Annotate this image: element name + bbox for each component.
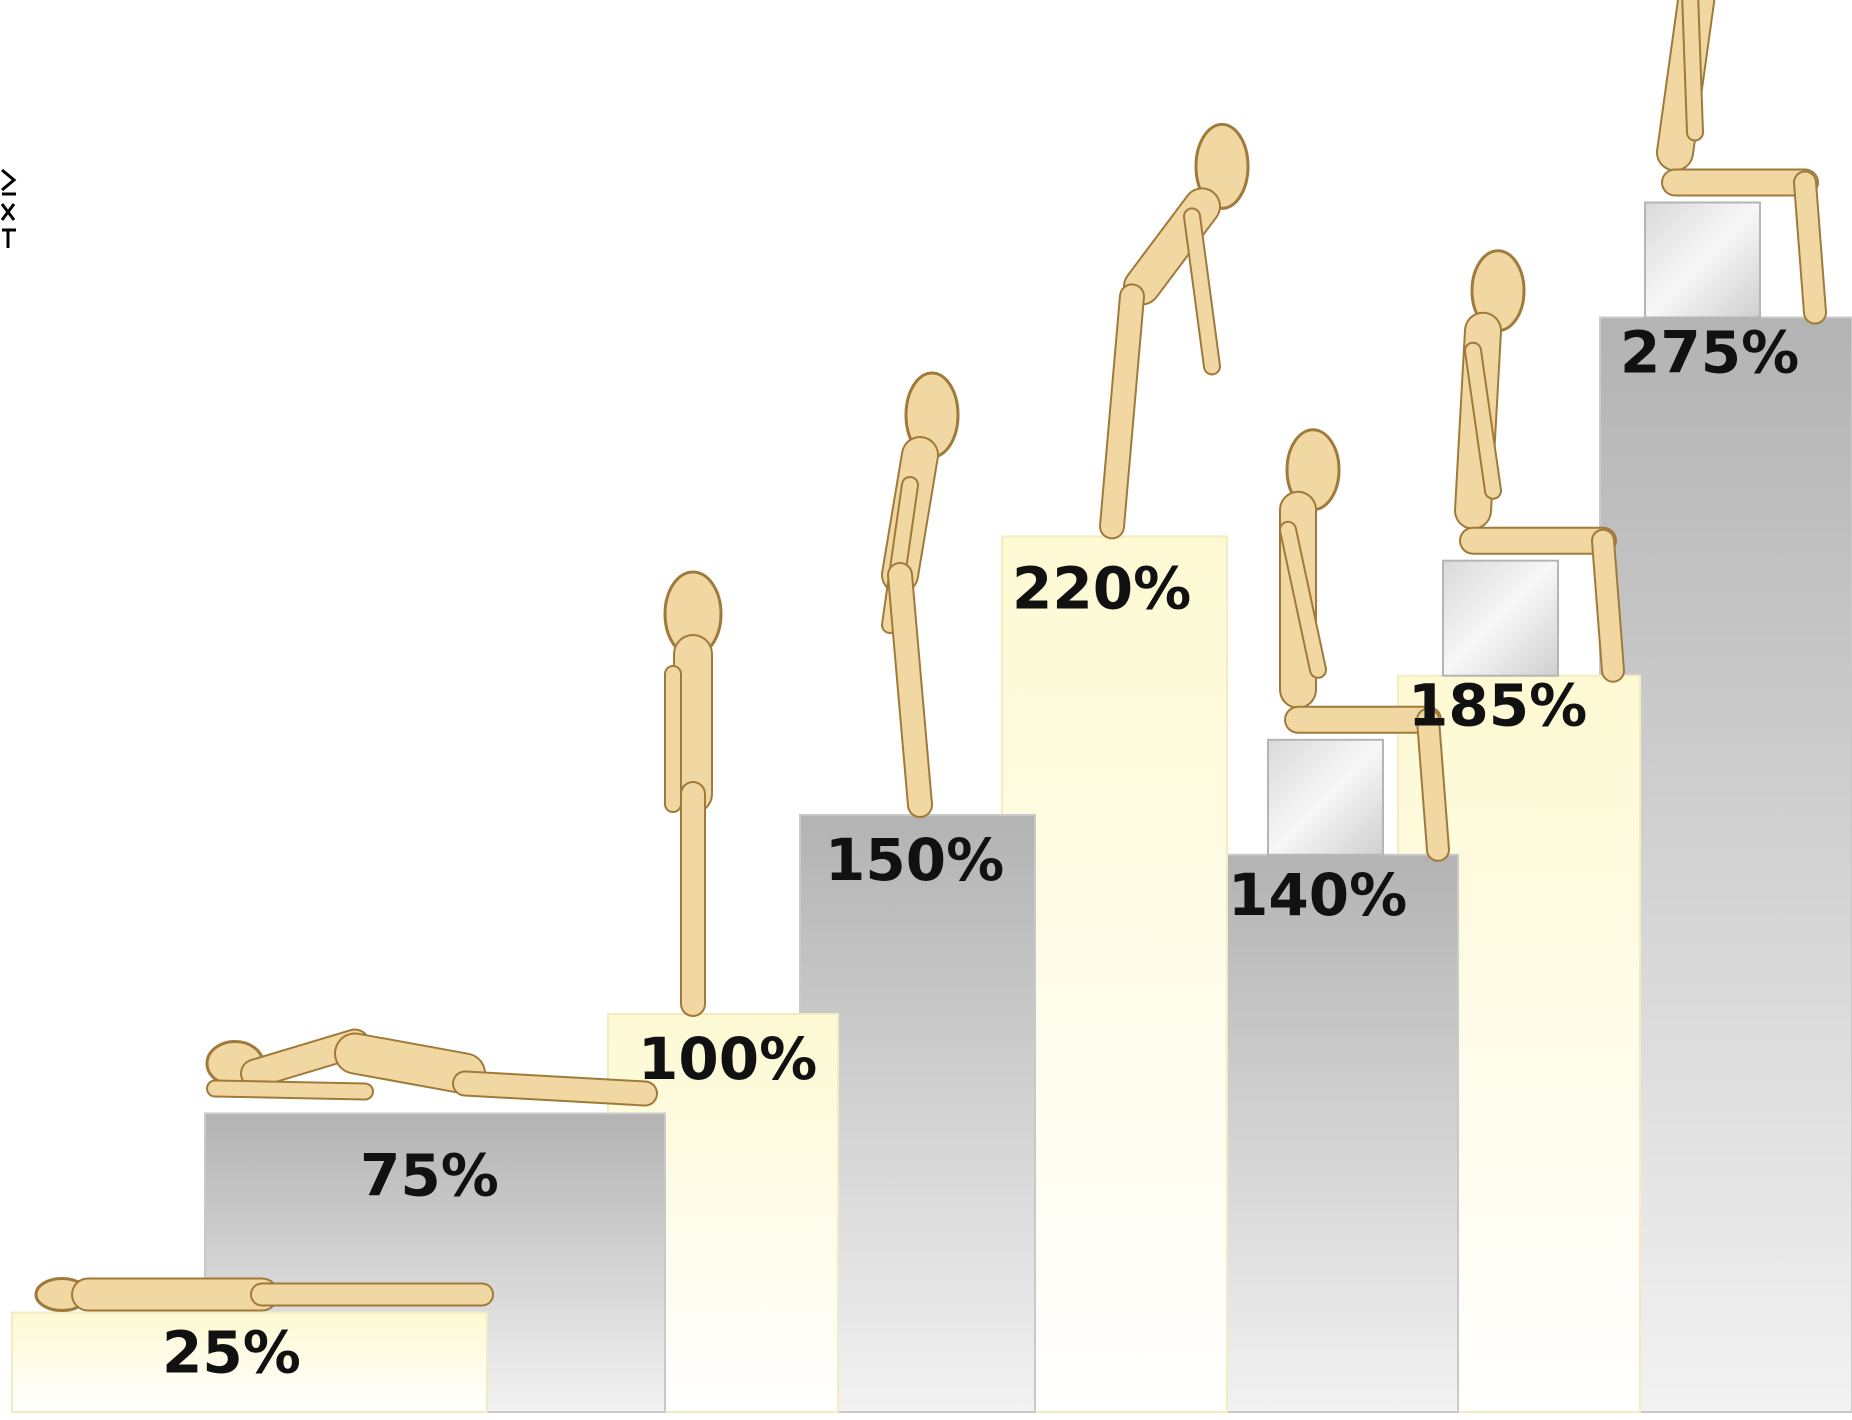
stool — [1443, 561, 1558, 676]
stool — [1268, 740, 1383, 855]
bar-value-label: 75% — [360, 1142, 499, 1210]
corner-mark-icon — [0, 160, 18, 250]
bar-value-label: 185% — [1408, 672, 1587, 740]
bar-value-label: 275% — [1620, 319, 1799, 387]
mannequin-figure-standing — [665, 572, 721, 1004]
bar-value-label: 25% — [162, 1319, 301, 1387]
bar-value-label: 150% — [825, 826, 1004, 894]
bar-value-label: 140% — [1228, 861, 1407, 929]
mannequin-figure-lying — [36, 1279, 482, 1311]
bar-value-label: 220% — [1012, 554, 1191, 622]
bar-value-label: 100% — [638, 1025, 817, 1093]
mannequin-figure-leaning-forward — [890, 373, 958, 805]
bar-5 — [1208, 855, 1458, 1412]
mannequin-figure-bent-forward — [1112, 124, 1248, 526]
mannequin-figure-lying-raised — [207, 1042, 645, 1094]
stool — [1645, 203, 1760, 318]
